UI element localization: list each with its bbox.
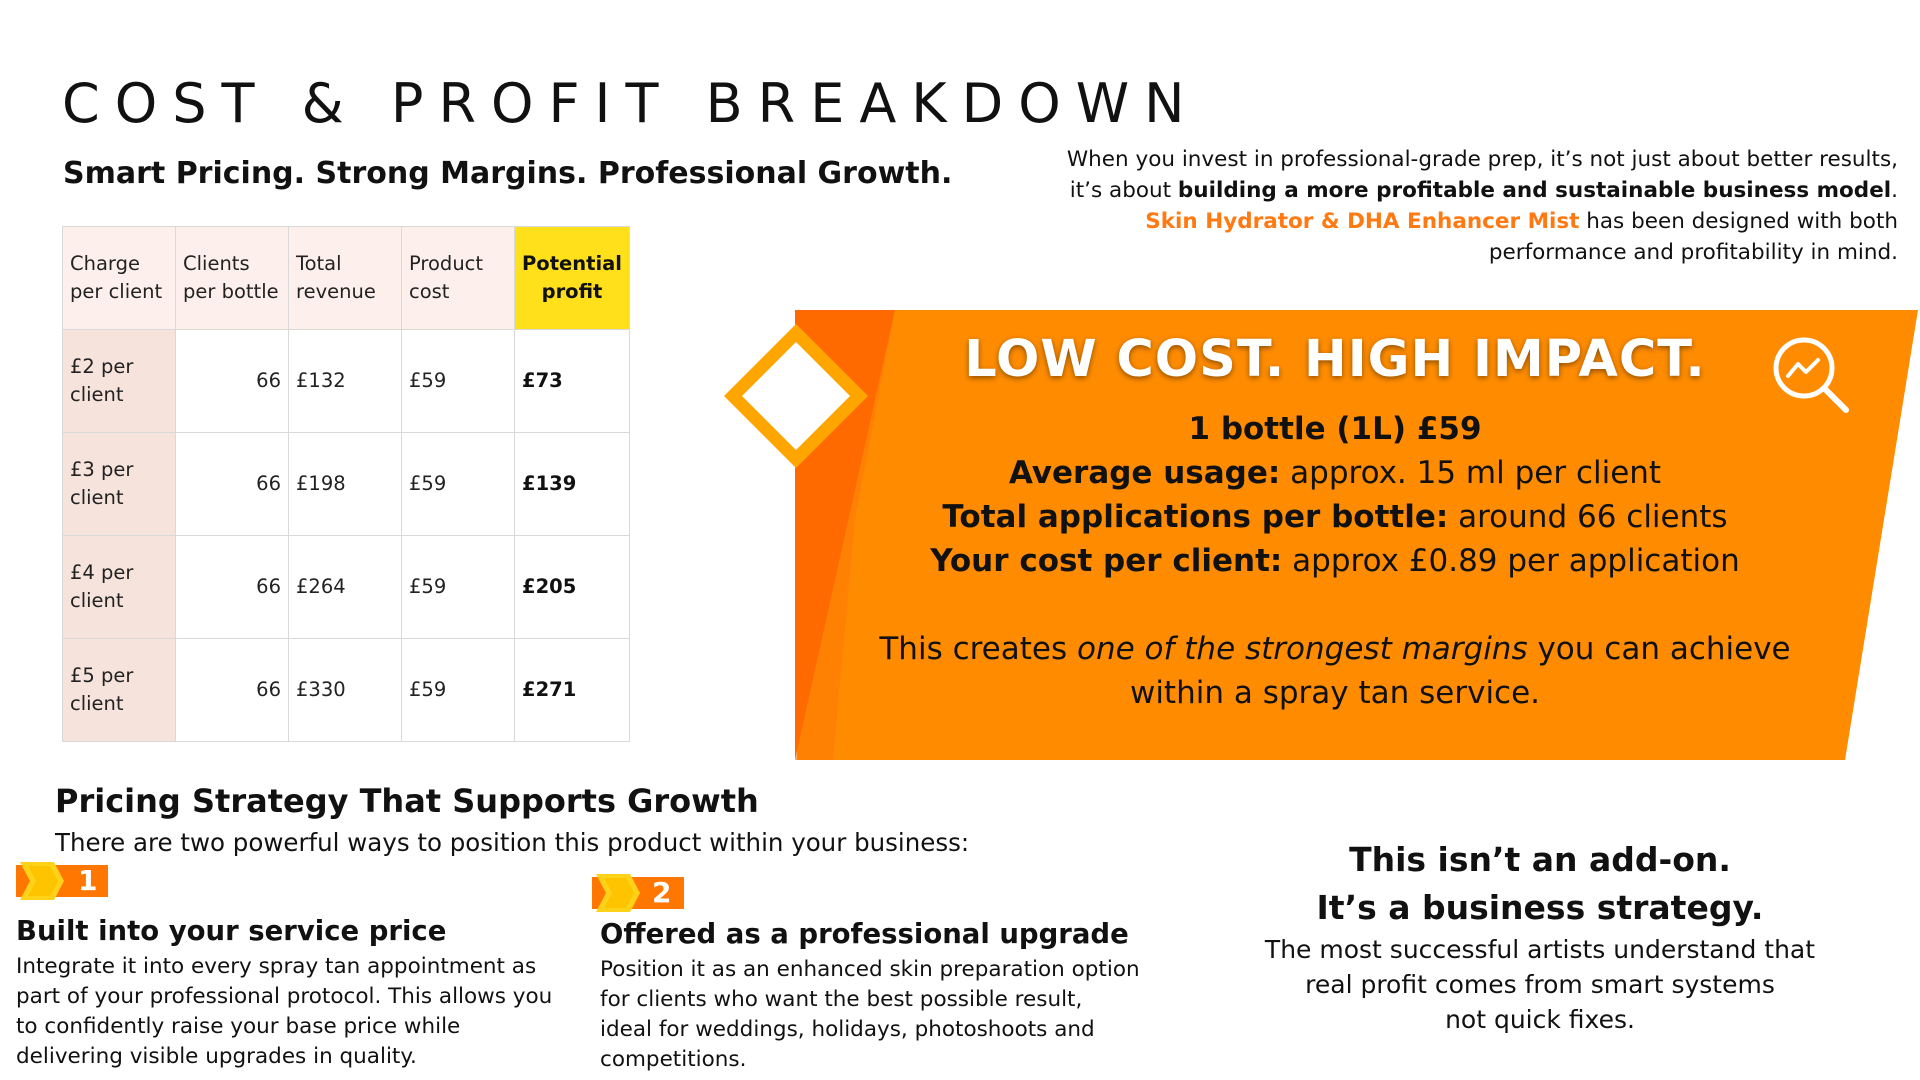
margin-line-1: This creates one of the strongest margin… bbox=[879, 631, 1791, 667]
cell-revenue: £330 bbox=[288, 638, 402, 742]
product-name: Skin Hydrator & DHA Enhancer Mist bbox=[1145, 209, 1580, 234]
cell-charge: £4 per client bbox=[62, 535, 176, 639]
cell-charge: £3 per client bbox=[62, 432, 176, 536]
cell-profit: £205 bbox=[514, 535, 630, 639]
cell-revenue: £264 bbox=[288, 535, 402, 639]
badge-number: 1 bbox=[78, 864, 98, 897]
header-charge: Charge per client bbox=[62, 226, 176, 330]
table-row: £4 per client 66 £264 £59 £205 bbox=[62, 535, 630, 639]
cell-clients: 66 bbox=[175, 535, 289, 639]
cost-per-client-line: Your cost per client: approx £0.89 per a… bbox=[930, 543, 1740, 579]
cell-revenue: £198 bbox=[288, 432, 402, 536]
closing-statement: This isn’t an add-on. It’s a business st… bbox=[1240, 836, 1840, 1037]
cell-revenue: £132 bbox=[288, 329, 402, 433]
bottle-price: 1 bottle (1L) £59 bbox=[1188, 411, 1482, 447]
cell-clients: 66 bbox=[175, 329, 289, 433]
option-2-title: Offered as a professional upgrade bbox=[600, 918, 1129, 950]
page-title: COST & PROFIT BREAKDOWN bbox=[62, 72, 1200, 135]
panel-heading: LOW COST. HIGH IMPACT. bbox=[964, 330, 1706, 389]
intro-line-2: it’s about building a more profitable an… bbox=[1069, 178, 1898, 203]
table-row: £5 per client 66 £330 £59 £271 bbox=[62, 638, 630, 742]
cell-profit: £73 bbox=[514, 329, 630, 433]
cell-cost: £59 bbox=[401, 638, 515, 742]
closing-line-5: not quick fixes. bbox=[1445, 1005, 1635, 1034]
cell-charge: £5 per client bbox=[62, 638, 176, 742]
closing-line-3: The most successful artists understand t… bbox=[1264, 935, 1816, 964]
option-1-title: Built into your service price bbox=[16, 915, 447, 947]
strategy-heading: Pricing Strategy That Supports Growth bbox=[55, 782, 759, 820]
cell-clients: 66 bbox=[175, 638, 289, 742]
closing-line-1: This isn’t an add-on. bbox=[1349, 840, 1731, 879]
option-2-body: Position it as an enhanced skin preparat… bbox=[600, 957, 1140, 1072]
diamond-icon bbox=[724, 324, 868, 468]
panel-content: LOW COST. HIGH IMPACT. 1 bottle (1L) £59… bbox=[860, 330, 1810, 715]
intro-paragraph: When you invest in professional-grade pr… bbox=[998, 144, 1898, 268]
header-clients: Clients per bottle bbox=[175, 226, 289, 330]
header-cost: Product cost bbox=[401, 226, 515, 330]
cell-cost: £59 bbox=[401, 535, 515, 639]
search-graph-icon bbox=[1773, 337, 1849, 413]
usage-line: Average usage: approx. 15 ml per client bbox=[1008, 455, 1662, 491]
cell-cost: £59 bbox=[401, 329, 515, 433]
table-row: £2 per client 66 £132 £59 £73 bbox=[62, 329, 630, 433]
header-revenue: Total revenue bbox=[288, 226, 402, 330]
header-profit: Potential profit bbox=[514, 226, 630, 330]
option-1-body: Integrate it into every spray tan appoin… bbox=[16, 954, 553, 1069]
table-row: £3 per client 66 £198 £59 £139 bbox=[62, 432, 630, 536]
badge-number: 2 bbox=[652, 876, 672, 909]
cell-profit: £271 bbox=[514, 638, 630, 742]
cell-clients: 66 bbox=[175, 432, 289, 536]
cell-charge: £2 per client bbox=[62, 329, 176, 433]
intro-line-3: Skin Hydrator & DHA Enhancer Mist has be… bbox=[1145, 209, 1898, 234]
number-badge-1: 1 bbox=[16, 862, 116, 900]
closing-line-2: It’s a business strategy. bbox=[1316, 888, 1764, 927]
margin-line-2: within a spray tan service. bbox=[1129, 675, 1541, 711]
intro-line-4: performance and profitability in mind. bbox=[1488, 240, 1898, 265]
cell-profit: £139 bbox=[514, 432, 630, 536]
strategy-intro: There are two powerful ways to position … bbox=[55, 828, 970, 857]
number-badge-2: 2 bbox=[592, 874, 692, 912]
pricing-table: Charge per client Clients per bottle Tot… bbox=[62, 226, 630, 742]
table-header-row: Charge per client Clients per bottle Tot… bbox=[62, 226, 630, 330]
intro-line-1: When you invest in professional-grade pr… bbox=[1066, 147, 1898, 172]
applications-line: Total applications per bottle: around 66… bbox=[942, 499, 1728, 535]
page-subtitle: Smart Pricing. Strong Margins. Professio… bbox=[63, 156, 953, 191]
closing-line-4: real profit comes from smart systems bbox=[1305, 970, 1775, 999]
cell-cost: £59 bbox=[401, 432, 515, 536]
